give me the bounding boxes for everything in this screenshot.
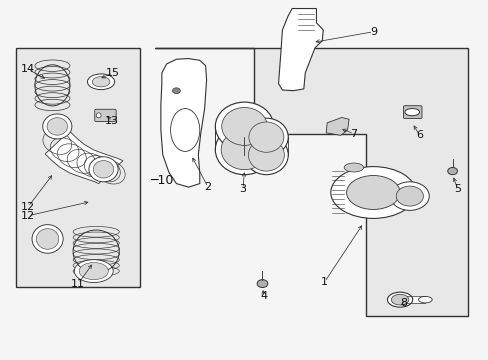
Text: 4: 4 (260, 291, 267, 301)
Ellipse shape (215, 125, 273, 175)
Ellipse shape (79, 262, 108, 280)
Polygon shape (161, 59, 206, 187)
Text: 5: 5 (453, 184, 460, 194)
Text: 13: 13 (105, 116, 119, 126)
Text: 7: 7 (349, 129, 357, 139)
Bar (399, 296, 425, 303)
Ellipse shape (418, 296, 431, 303)
FancyBboxPatch shape (403, 106, 421, 118)
Ellipse shape (93, 161, 114, 178)
Ellipse shape (215, 102, 273, 151)
Ellipse shape (96, 113, 101, 118)
Ellipse shape (244, 118, 287, 156)
Circle shape (447, 167, 457, 175)
Ellipse shape (221, 108, 267, 145)
Ellipse shape (74, 260, 113, 283)
Bar (244, 137, 287, 155)
Bar (16, 48, 140, 287)
Text: 8: 8 (400, 298, 407, 308)
Ellipse shape (221, 130, 267, 170)
Ellipse shape (47, 118, 67, 135)
Text: 6: 6 (415, 130, 422, 140)
Polygon shape (325, 117, 348, 135)
Ellipse shape (32, 225, 63, 253)
Polygon shape (278, 9, 323, 91)
Text: 9: 9 (369, 27, 376, 37)
Circle shape (172, 88, 180, 94)
Bar (215, 126, 273, 150)
Ellipse shape (386, 292, 412, 307)
Ellipse shape (87, 74, 115, 90)
Ellipse shape (42, 114, 72, 139)
Text: 12: 12 (21, 202, 35, 212)
Text: 3: 3 (239, 184, 246, 194)
Ellipse shape (404, 109, 419, 116)
Polygon shape (154, 48, 467, 316)
Ellipse shape (248, 122, 284, 152)
Text: 11: 11 (71, 279, 85, 289)
Ellipse shape (244, 135, 287, 175)
Ellipse shape (92, 77, 110, 87)
Polygon shape (45, 131, 122, 184)
Circle shape (389, 182, 428, 210)
Text: 15: 15 (106, 68, 120, 78)
Ellipse shape (89, 157, 118, 182)
Circle shape (395, 186, 423, 206)
Ellipse shape (248, 139, 284, 171)
Ellipse shape (36, 229, 59, 249)
Ellipse shape (346, 176, 399, 210)
Text: 2: 2 (204, 182, 211, 192)
Ellipse shape (390, 294, 408, 305)
Ellipse shape (330, 167, 415, 219)
Text: 12: 12 (21, 211, 35, 221)
Text: 14: 14 (21, 64, 35, 74)
Text: 1: 1 (321, 277, 327, 287)
Circle shape (257, 280, 267, 288)
FancyBboxPatch shape (95, 109, 116, 121)
Text: ─10: ─10 (149, 174, 173, 186)
Ellipse shape (344, 163, 363, 172)
